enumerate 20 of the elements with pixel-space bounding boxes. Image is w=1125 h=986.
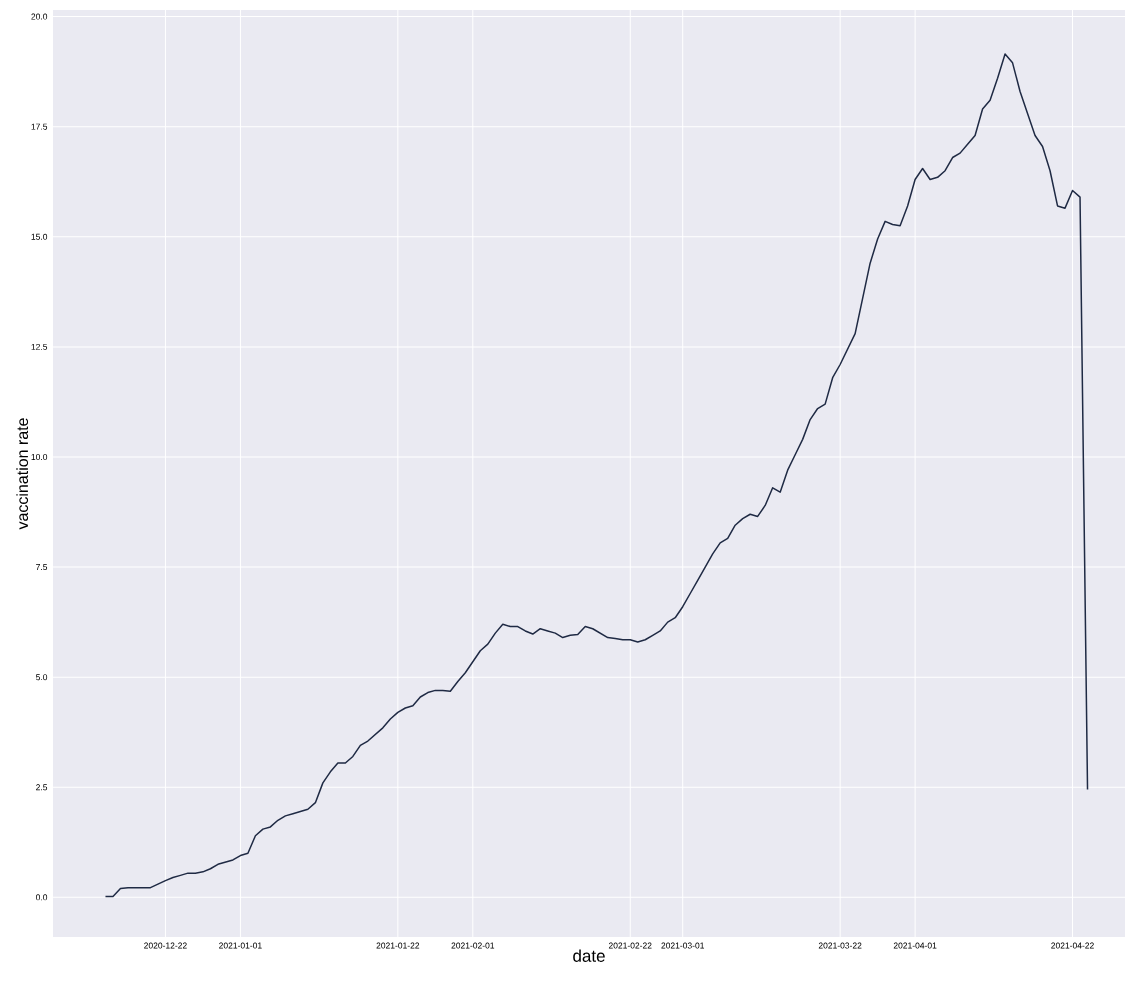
x-tick-label: 2021-04-01 <box>893 942 937 949</box>
y-tick-label: 15.0 <box>31 233 48 240</box>
y-tick-label: 0.0 <box>35 894 48 901</box>
y-axis-title: vaccination rate <box>16 418 29 530</box>
x-tick-label: 2021-01-22 <box>376 942 420 949</box>
y-tick-label: 7.5 <box>36 564 48 571</box>
y-tick-label: 2.5 <box>36 784 48 791</box>
x-tick-label: 2021-02-22 <box>608 942 652 949</box>
x-tick-label: 2021-02-01 <box>451 942 495 949</box>
y-tick-label: 20.0 <box>31 13 48 20</box>
x-tick-label: 2020-12-22 <box>144 942 187 949</box>
y-tick-label: 17.5 <box>31 123 48 130</box>
y-tick-label: 12.5 <box>31 343 48 350</box>
x-tick-label: 2021-01-01 <box>219 942 262 949</box>
y-tick-label: 10.0 <box>31 453 48 460</box>
x-tick-label: 2021-03-22 <box>818 942 862 949</box>
x-tick-label: 2021-03-01 <box>661 942 705 949</box>
x-axis-title: date <box>573 949 605 962</box>
y-tick-label: 5.0 <box>36 674 48 681</box>
x-tick-label: 2021-04-22 <box>1051 942 1094 949</box>
